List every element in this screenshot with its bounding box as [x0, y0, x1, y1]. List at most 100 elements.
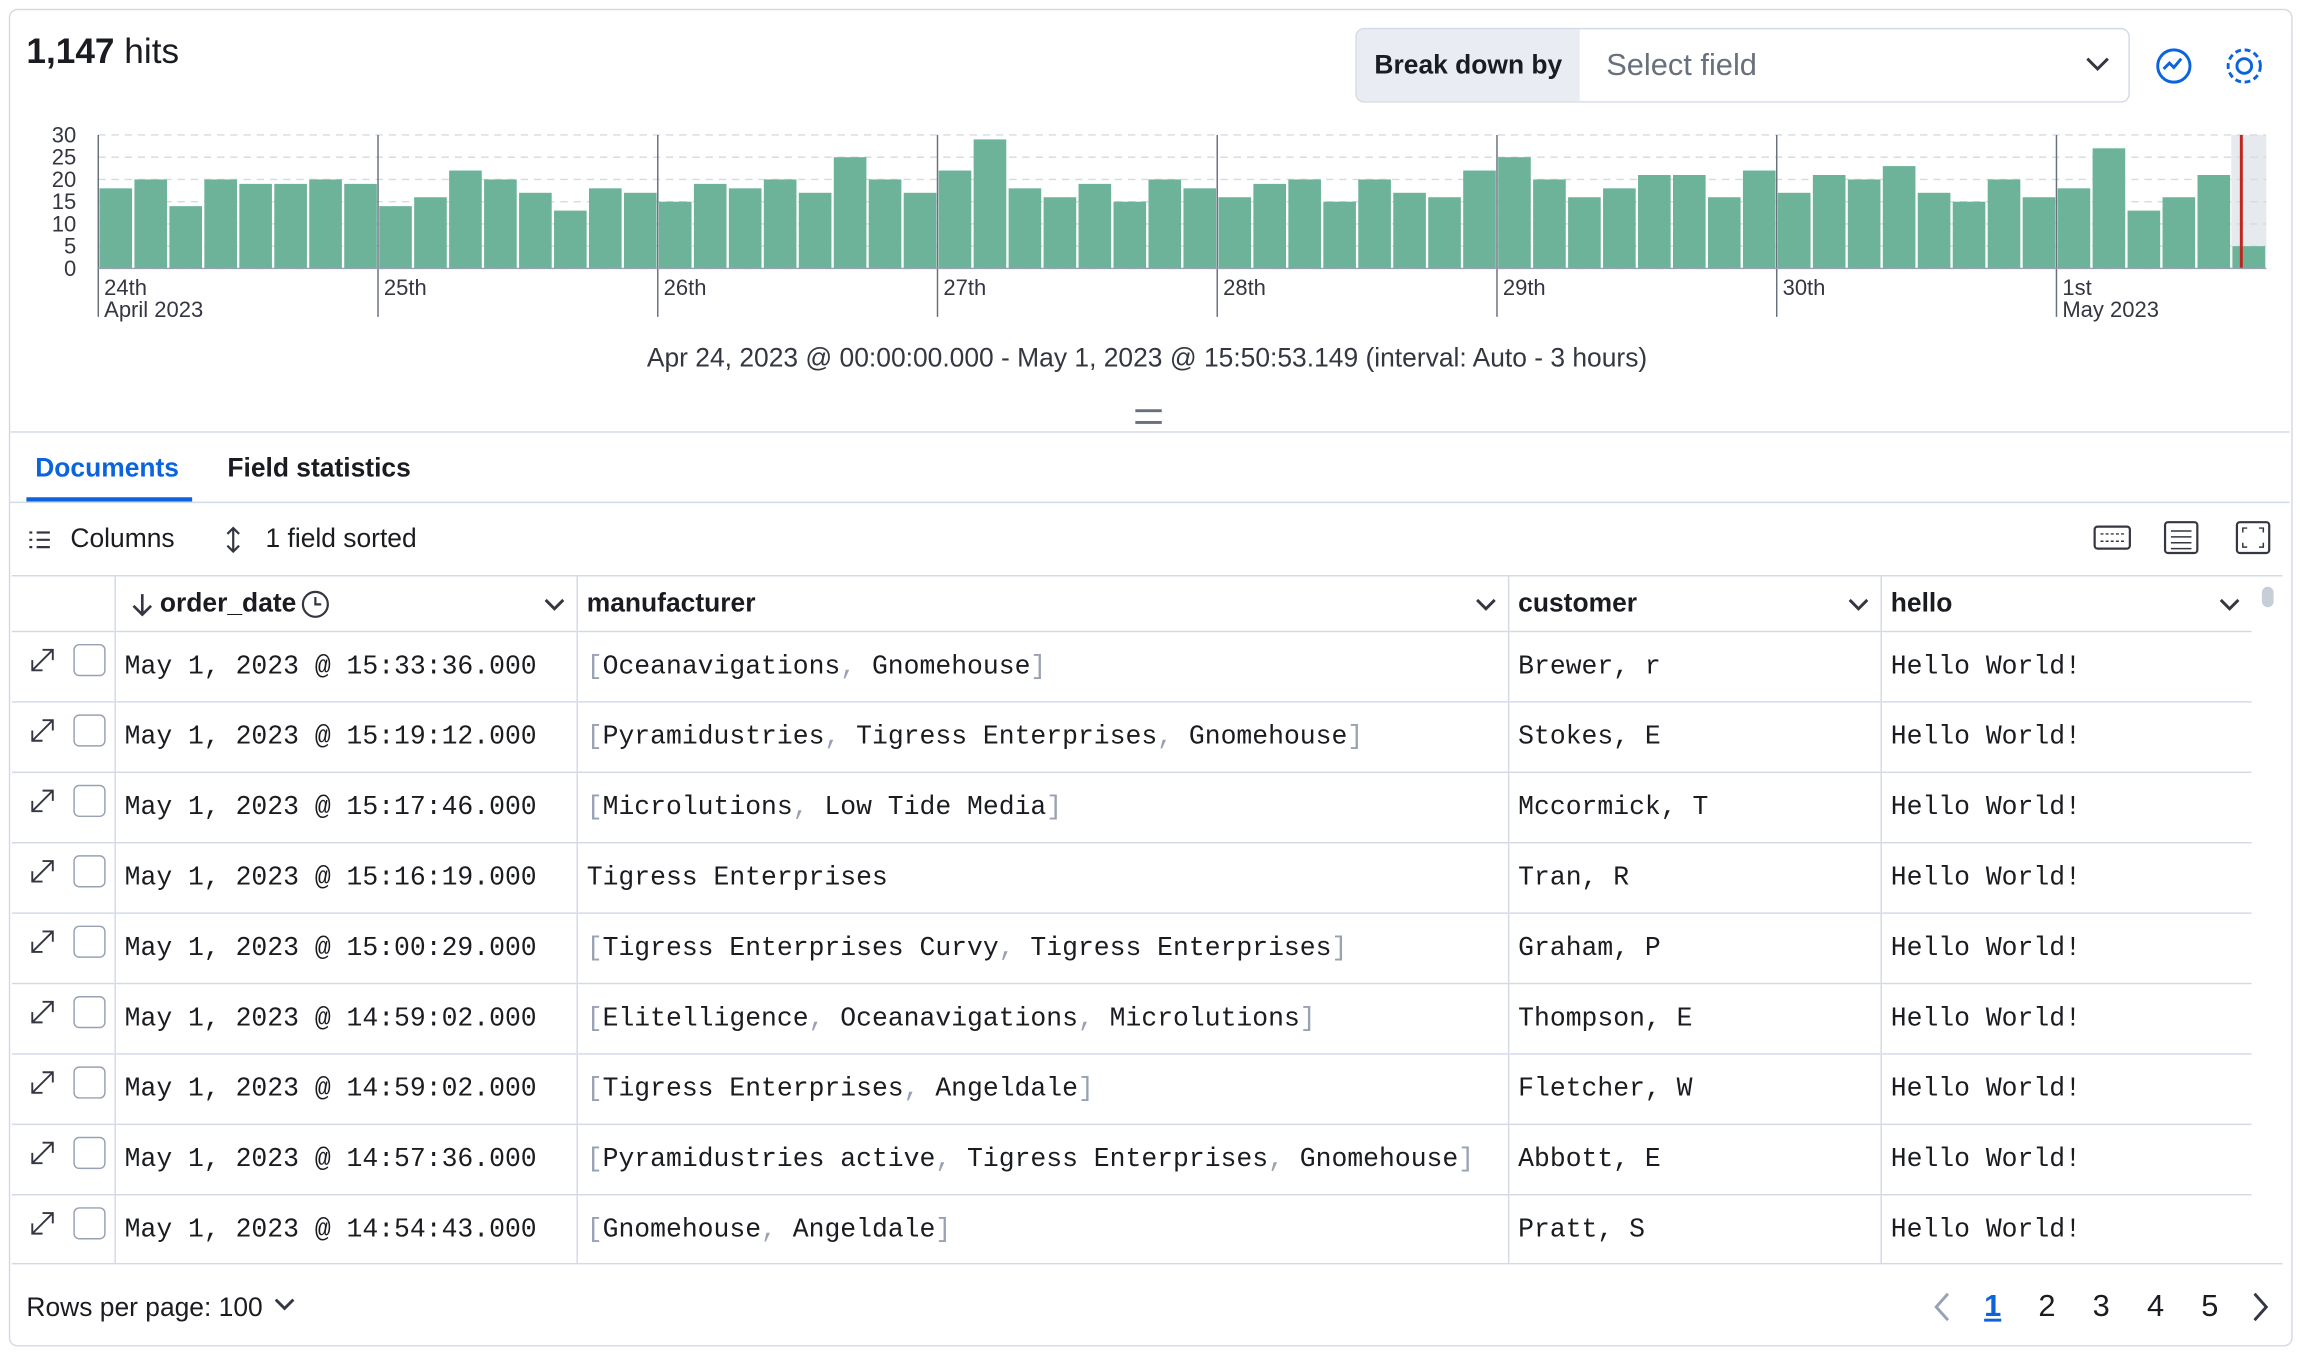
cell-value: May 1, 2023 @ 15:16:19.000 — [124, 863, 537, 893]
chevron[interactable] — [1473, 595, 1499, 613]
expand-icon[interactable] — [23, 1130, 67, 1174]
expand-icon[interactable] — [23, 989, 67, 1033]
bar — [239, 183, 272, 269]
chevron[interactable] — [1845, 595, 1871, 613]
resize-handle[interactable] — [1135, 409, 1162, 424]
row-checkbox[interactable] — [73, 854, 106, 887]
cell-value: Oceanavigations — [840, 1004, 1078, 1034]
row-controls — [12, 1055, 115, 1124]
cell: Mccormick, T — [1507, 773, 1881, 842]
chevron[interactable] — [541, 595, 567, 613]
row-checkbox[interactable] — [73, 1206, 106, 1239]
bar — [2162, 197, 2196, 269]
grid-toolbar-icons[interactable] — [2092, 519, 2283, 557]
bracket: [ — [586, 652, 603, 682]
time-range-caption: Apr 24, 2023 @ 00:00:00.000 - May 1, 202… — [646, 343, 1648, 373]
cell-value: Angeldale — [792, 1215, 936, 1245]
page-link[interactable]: 1 — [1984, 1289, 2002, 1324]
separator: , — [761, 1215, 793, 1245]
bar — [554, 210, 587, 269]
row — [11, 1125, 2252, 1196]
column-header[interactable]: hello — [1880, 576, 2251, 631]
cell-value: Hello World! — [1890, 722, 2081, 752]
cell-value: Mccormick, T — [1518, 792, 1709, 823]
expand-icon[interactable] — [23, 849, 67, 893]
expand-icon[interactable] — [23, 1060, 67, 1104]
cell: Fletcher, W — [1507, 1054, 1881, 1124]
row-checkbox[interactable] — [73, 784, 106, 817]
page-link[interactable]: 2 — [2038, 1289, 2056, 1324]
column-header[interactable]: order_date — [114, 576, 576, 631]
row — [11, 632, 2252, 703]
bar — [1742, 170, 1776, 269]
cell-value: May 1, 2023 @ 15:00:29.000 — [124, 933, 537, 963]
separator: , — [840, 652, 872, 682]
cell: Stokes, E — [1507, 702, 1881, 772]
expand-icon[interactable] — [23, 1201, 67, 1245]
row-checkbox[interactable] — [73, 995, 106, 1028]
chevron[interactable] — [2216, 595, 2242, 613]
row-checkbox[interactable] — [73, 1136, 106, 1169]
next-page[interactable] — [2237, 1285, 2281, 1329]
bar — [833, 157, 867, 269]
row-checkbox[interactable] — [73, 643, 106, 676]
separator: , — [935, 1144, 968, 1175]
cell-value: Hello World! — [1890, 652, 2081, 682]
cell-value: Pratt, S — [1518, 1215, 1645, 1245]
row-controls — [12, 914, 115, 983]
breakdown-select[interactable]: Break down by Select field — [1355, 27, 2130, 103]
settings-icon[interactable] — [2221, 44, 2268, 88]
x-tick-label: 30th — [1783, 275, 1826, 300]
bar — [588, 188, 622, 269]
bar — [1952, 201, 1986, 269]
cell-value: Microlutions — [602, 792, 793, 823]
x-tick-label: 28th — [1223, 275, 1266, 300]
separator: , — [1157, 722, 1189, 752]
cell: [Gnomehouse, Angeldale] — [576, 1195, 1507, 1263]
row-checkbox[interactable] — [73, 713, 106, 746]
rows-per-page[interactable]: Rows per page: 100 — [26, 1292, 299, 1323]
tab-field-statistics[interactable]: Field statistics — [227, 453, 411, 483]
tab-documents[interactable]: Documents — [35, 453, 179, 483]
bar — [763, 179, 797, 269]
bar — [1148, 179, 1182, 269]
column-title: manufacturer — [586, 588, 756, 618]
row-checkbox[interactable] — [73, 1065, 106, 1098]
separator: , — [792, 792, 825, 823]
bar — [1603, 188, 1636, 269]
column-header[interactable]: manufacturer — [576, 576, 1507, 631]
cell: Abbott, E — [1507, 1125, 1881, 1195]
chevron — [2086, 57, 2109, 72]
expand-icon[interactable] — [23, 637, 67, 681]
row-checkbox[interactable] — [73, 924, 106, 958]
expand-icon[interactable] — [23, 919, 67, 963]
ai-icon[interactable] — [2150, 44, 2197, 88]
column-header[interactable]: customer — [1507, 576, 1881, 631]
row — [11, 1055, 2252, 1126]
bar — [728, 188, 762, 269]
bar — [1393, 192, 1426, 269]
page-link[interactable]: 4 — [2146, 1289, 2165, 1324]
cell-value: May 1, 2023 @ 15:17:46.000 — [124, 792, 537, 823]
page-link[interactable]: 3 — [2092, 1289, 2110, 1324]
expand-icon[interactable] — [23, 778, 67, 822]
prev-page[interactable] — [1922, 1285, 1966, 1329]
y-tick-label: 20 — [52, 167, 76, 192]
cell-value: May 1, 2023 @ 14:54:43.000 — [124, 1215, 537, 1245]
cell-value: Oceanavigations — [602, 652, 841, 682]
page-link[interactable]: 5 — [2201, 1289, 2219, 1324]
sort-button[interactable]: 1 field sorted — [265, 523, 417, 553]
bar — [2057, 188, 2091, 269]
bar — [798, 192, 832, 269]
sort-desc-icon — [132, 593, 153, 616]
bar — [2022, 197, 2056, 269]
scrollbar — [2261, 586, 2274, 608]
row-controls — [12, 1125, 115, 1194]
expand-icon[interactable] — [23, 708, 67, 752]
x-tick-label: 1st — [2062, 275, 2091, 300]
columns-button[interactable]: Columns — [70, 523, 175, 553]
pagination: 1 2 3 4 5 — [1922, 1285, 2281, 1329]
cell-value: Stokes, E — [1518, 722, 1661, 752]
cell-value: Abbott, E — [1518, 1144, 1661, 1175]
y-tick-label: 30 — [52, 122, 76, 147]
